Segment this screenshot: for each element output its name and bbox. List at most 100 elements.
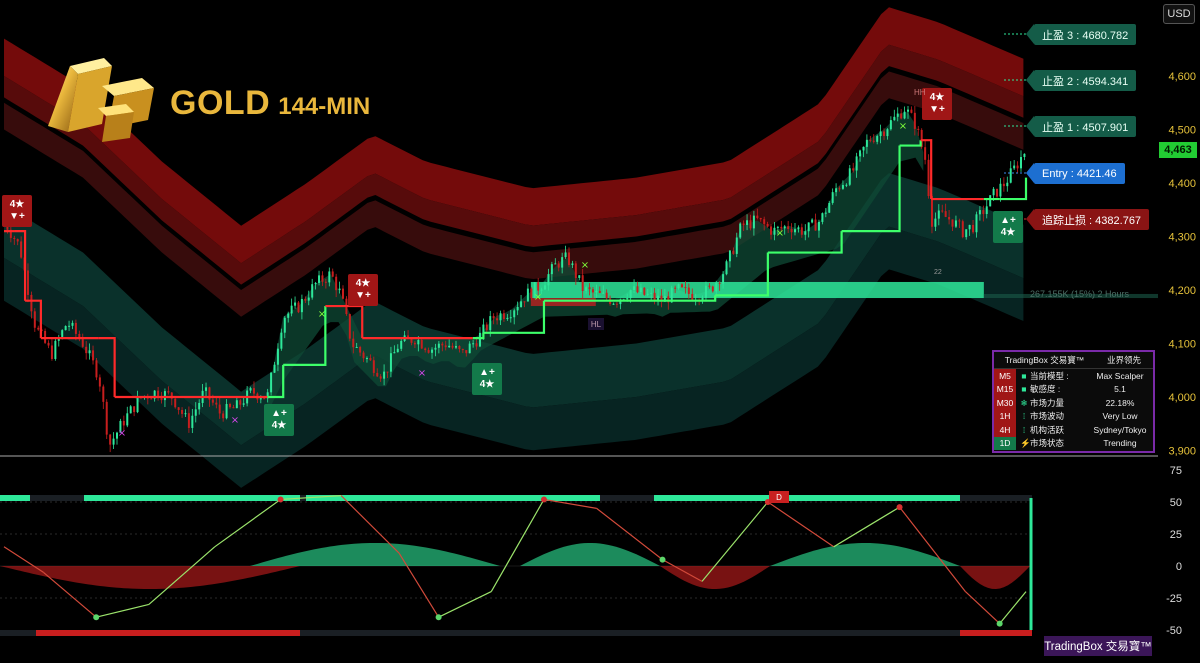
- candle-body: [232, 407, 235, 409]
- panel-label: ⚡市场状态: [1020, 438, 1065, 449]
- candle-body: [715, 282, 718, 292]
- osc-state-top: [618, 495, 624, 501]
- candle-body: [992, 188, 995, 196]
- bar-count-marker: 22: [934, 269, 942, 276]
- candle-body: [297, 302, 300, 313]
- candle-body: [290, 305, 293, 314]
- osc-line-segment: [43, 571, 97, 618]
- candle-body: [704, 285, 707, 298]
- osc-state-top: [450, 495, 456, 501]
- osc-state-top: [744, 495, 750, 501]
- cross-marker: ×: [581, 260, 589, 271]
- candle-body: [177, 407, 180, 410]
- candle-body: [1006, 182, 1009, 187]
- osc-state-top: [948, 495, 954, 501]
- osc-state-top: [546, 495, 552, 501]
- candle-body: [273, 364, 276, 373]
- candle-body: [872, 140, 875, 142]
- candle-body: [581, 275, 584, 291]
- osc-state-top: [372, 495, 378, 501]
- osc-state-bottom: [834, 630, 840, 636]
- osc-state-bottom: [588, 630, 594, 636]
- candle-body: [71, 322, 74, 326]
- osc-state-bottom: [24, 630, 30, 636]
- cross-marker: ×: [231, 415, 239, 426]
- osc-state-top: [522, 495, 528, 501]
- osc-state-top: [240, 495, 246, 501]
- oscillator-axis[interactable]: 75 50 25 0 -25 -50: [1166, 465, 1182, 637]
- osc-state-top: [504, 495, 510, 501]
- candle-body: [157, 390, 160, 398]
- osc-state-bottom: [84, 630, 90, 636]
- osc-tick-label: 75: [1170, 465, 1182, 477]
- candle-body: [770, 226, 773, 235]
- candle-body: [468, 343, 471, 354]
- osc-state-bottom: [312, 630, 318, 636]
- candle-body: [831, 192, 834, 203]
- price-tick-label: 4,100: [1168, 339, 1196, 351]
- osc-state-top: [558, 495, 564, 501]
- osc-state-bottom: [816, 630, 822, 636]
- osc-state-bottom: [696, 630, 702, 636]
- osc-line-segment: [965, 591, 1001, 625]
- candle-body: [225, 403, 228, 419]
- osc-state-top: [1020, 495, 1026, 501]
- osc-state-top: [660, 495, 666, 501]
- osc-state-top: [270, 495, 276, 501]
- candle-body: [30, 294, 33, 312]
- buy-signal-badge: ▲+ 4★: [993, 211, 1023, 243]
- osc-state-top: [528, 495, 534, 501]
- osc-state-bottom: [948, 630, 954, 636]
- osc-state-bottom: [90, 630, 96, 636]
- candle-body: [752, 215, 755, 229]
- osc-state-bottom: [852, 630, 858, 636]
- osc-state-top: [48, 495, 54, 501]
- osc-state-top: [120, 495, 126, 501]
- candle-body: [787, 226, 790, 229]
- panel-timeframe-cell: M15: [994, 382, 1016, 396]
- candle-body: [790, 228, 793, 233]
- candle-body: [376, 372, 379, 377]
- osc-state-top: [492, 495, 498, 501]
- osc-state-top: [318, 495, 324, 501]
- candle-body: [903, 111, 906, 119]
- candle-body: [746, 220, 749, 225]
- price-axis[interactable]: 4,600 4,500 4,400 4,300 4,200 4,100 4,000 3,900: [0, 71, 1196, 458]
- osc-state-top: [762, 495, 768, 501]
- osc-state-top: [420, 495, 426, 501]
- osc-state-bottom: [48, 630, 54, 636]
- panel-value: Very Low: [1102, 411, 1138, 422]
- status-icon: ⁞: [1022, 411, 1026, 422]
- currency-button[interactable]: USD: [1163, 4, 1195, 24]
- osc-state-bottom: [792, 630, 798, 636]
- osc-state-bottom: [114, 630, 120, 636]
- osc-state-top: [396, 495, 402, 501]
- osc-state-top: [498, 495, 504, 501]
- osc-state-bottom: [882, 630, 888, 636]
- osc-state-bottom: [240, 630, 246, 636]
- candle-body: [650, 292, 653, 294]
- candle-body: [557, 263, 560, 268]
- osc-state-bottom: [582, 630, 588, 636]
- take-profit-2-label: 止盈 2 : 4594.341: [1025, 70, 1137, 91]
- osc-state-bottom: [486, 630, 492, 636]
- osc-state-bottom: [174, 630, 180, 636]
- candle-body: [626, 298, 629, 300]
- candle-body: [74, 322, 77, 334]
- osc-state-top: [636, 495, 642, 501]
- candle-body: [437, 343, 440, 348]
- candle-body: [948, 216, 951, 220]
- candle-body: [544, 285, 547, 290]
- osc-state-bottom: [528, 630, 534, 636]
- osc-state-bottom: [306, 630, 312, 636]
- osc-state-top: [576, 495, 582, 501]
- candle-body: [150, 398, 153, 400]
- osc-state-bottom: [30, 630, 36, 636]
- candle-body: [81, 339, 84, 347]
- candle-body: [975, 214, 978, 233]
- candle-body: [341, 288, 344, 299]
- osc-state-top: [36, 495, 42, 501]
- candle-body: [513, 310, 516, 318]
- candle-body: [424, 348, 427, 351]
